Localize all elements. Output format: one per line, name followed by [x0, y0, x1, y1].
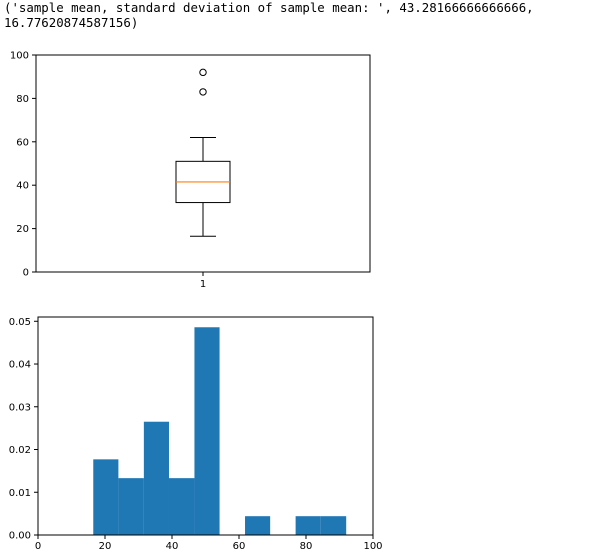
box-plot: 0 20 40 60 80 100 1 [10, 51, 371, 290]
y-tick-label: 0.02 [9, 445, 31, 456]
histogram-frame [37, 316, 374, 536]
y-tick-label: 100 [10, 51, 29, 62]
x-tick-label: 80 [300, 541, 313, 552]
histogram-bar [118, 478, 144, 535]
histogram-bar [194, 327, 220, 535]
histogram-bar [93, 459, 119, 535]
y-tick-label: 0.03 [9, 402, 31, 413]
histogram-bar [143, 421, 169, 535]
histogram-bar [295, 516, 321, 535]
y-tick-label: 40 [16, 181, 29, 192]
y-tick-label: 0.00 [9, 531, 31, 542]
box-plot-frame [35, 54, 371, 273]
x-tick-label: 60 [233, 541, 246, 552]
x-tick-label: 0 [35, 541, 41, 552]
output-line-2: 16.77620874587156) [4, 15, 139, 30]
y-tick-label: 0.04 [9, 360, 31, 371]
outlier-point [199, 68, 207, 77]
y-tick-label: 20 [16, 224, 29, 235]
histogram-bar [168, 478, 195, 535]
histogram-bar [320, 516, 347, 535]
x-tick-label: 100 [363, 541, 382, 552]
y-tick-label: 60 [16, 137, 29, 148]
outlier-point [199, 88, 207, 96]
histogram-bar [245, 516, 271, 535]
output-line-1: ('sample mean, standard deviation of sam… [4, 0, 534, 15]
y-tick-label: 80 [16, 94, 29, 105]
y-tick-label: 0.01 [9, 488, 31, 499]
y-tick-label: 0.05 [9, 317, 31, 328]
y-tick-label: 0 [23, 268, 29, 279]
x-tick-label: 20 [99, 541, 112, 552]
histogram-plot: 0.00 0.01 0.02 0.03 0.04 0.05 0 20 40 60 80 100 [9, 316, 383, 552]
x-tick-label: 1 [200, 279, 206, 290]
x-tick-label: 40 [166, 541, 179, 552]
output-text: ('sample mean, standard deviation of sam… [4, 0, 534, 30]
